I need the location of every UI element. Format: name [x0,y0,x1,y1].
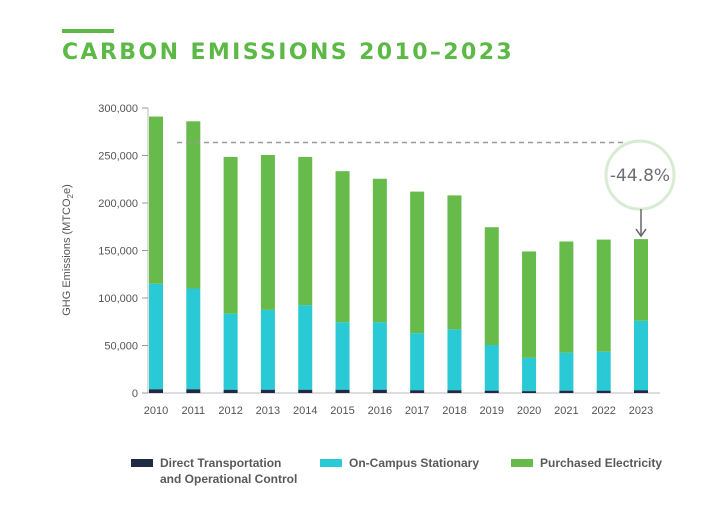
x-tick-label: 2015 [330,405,354,417]
y-tick-label: 300,000 [98,103,138,115]
y-tick-label: 0 [132,388,138,400]
bar-stationary-2022 [596,351,611,391]
bar-electricity-2010 [149,116,163,284]
bar-direct-2018 [447,390,462,393]
bar-stationary-2014 [298,305,313,390]
x-tick-label: 2013 [256,405,280,417]
legend-item-electricity: Purchased Electricity [511,455,662,471]
legend: Direct Transportation and Operational Co… [0,455,724,495]
callout-arrow-head [635,228,647,238]
bar-stationary-2023 [634,320,648,391]
bar-stationary-2019 [484,345,499,391]
legend-label-stationary: On-Campus Stationary [349,456,480,470]
bar-direct-2015 [335,389,350,393]
y-tick-label: 250,000 [98,151,138,163]
bar-stationary-2017 [410,333,425,391]
legend-swatch-direct [131,459,153,467]
stacked-bar-chart: 0 50,000 100,000 150,000 200,000 250,000 300,0… [61,103,676,417]
x-tick-label: 2016 [368,405,392,417]
y-axis-title: GHG Emissions (MTCO2e) [61,184,75,316]
bar-stationary-2021 [559,352,574,391]
bar-stationary-2020 [522,357,537,392]
chart-title: CARBON EMISSIONS 2010–2023 [62,40,515,65]
bar-direct-2011 [186,389,201,393]
bar-stationary-2010 [149,283,163,390]
bar-direct-2020 [522,391,537,393]
x-tick-label: 2010 [144,405,168,417]
bar-electricity-2021 [559,241,574,353]
bar-direct-2019 [484,390,499,393]
title-accent-bar [62,29,114,33]
legend-label-electricity: Purchased Electricity [540,456,663,470]
x-tick-label: 2022 [591,405,615,417]
bar-direct-2010 [149,389,163,393]
x-tick-label: 2019 [480,405,504,417]
bar-direct-2021 [559,390,574,393]
legend-swatch-electricity [511,459,533,467]
bar-stationary-2013 [260,309,275,390]
bar-direct-2017 [410,390,425,393]
y-tick-label: 100,000 [98,293,138,305]
bar-electricity-2015 [335,171,350,323]
bar-stationary-2012 [223,313,238,390]
bar-direct-2012 [223,389,238,393]
callout-circle [604,139,676,211]
bar-direct-2022 [596,390,611,393]
bar-electricity-2020 [522,251,537,358]
y-tick-label: 150,000 [98,246,138,258]
bar-stationary-2018 [447,329,462,391]
comparison-dashed-line [177,141,642,196]
x-tick-label: 2012 [218,405,242,417]
bar-stationary-2015 [335,322,350,390]
x-tick-label: 2018 [442,405,466,417]
bar-direct-2014 [298,389,313,393]
x-tick-label: 2017 [405,405,429,417]
bar-electricity-2012 [223,156,238,314]
x-tick-label: 2023 [629,405,653,417]
bar-electricity-2013 [260,155,275,310]
x-tick-label: 2021 [554,405,578,417]
bar-electricity-2017 [410,191,425,334]
bar-direct-2023 [634,390,648,393]
y-tick-label: 200,000 [98,198,138,210]
bar-direct-2016 [372,389,387,393]
x-tick-label: 2014 [293,405,317,417]
x-tick-label: 2011 [181,405,205,417]
legend-item-direct: Direct Transportation and Operational Co… [131,455,297,487]
bar-electricity-2011 [186,121,201,289]
y-tick-label: 50,000 [104,341,138,353]
x-tick-label: 2020 [517,405,541,417]
legend-swatch-stationary [320,459,342,467]
legend-item-stationary: On-Campus Stationary [320,455,479,471]
bar-stationary-2011 [186,288,201,390]
bar-electricity-2019 [484,227,499,346]
callout-percent-label: -44.8% [610,166,670,186]
bar-electricity-2014 [298,156,313,306]
bar-electricity-2022 [596,239,611,352]
bar-electricity-2016 [372,178,387,323]
bar-electricity-2023 [634,239,648,321]
bar-electricity-2018 [447,195,462,330]
bar-direct-2013 [260,389,275,393]
bar-stationary-2016 [372,322,387,390]
legend-label-direct: Direct Transportation and Operational Co… [160,456,298,486]
